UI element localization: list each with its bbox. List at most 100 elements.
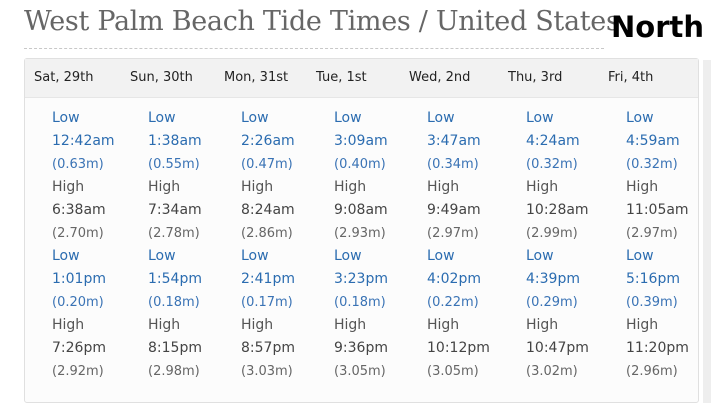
tide-height: (2.98m) <box>148 364 200 379</box>
tide-type: Low <box>334 110 362 126</box>
tide-height: (0.47m) <box>241 157 293 172</box>
day-header: Wed, 2nd <box>409 70 471 85</box>
tide-type: Low <box>148 248 176 264</box>
tide-height: (0.55m) <box>148 157 200 172</box>
tide-type: Low <box>626 110 654 126</box>
tide-time: 4:02pm <box>427 271 481 287</box>
tide-time: 9:36pm <box>334 340 388 356</box>
north-label: North <box>611 10 705 44</box>
tide-time: 8:57pm <box>241 340 295 356</box>
tide-type: High <box>626 317 659 333</box>
tide-height: (2.93m) <box>334 226 386 241</box>
tide-time: 9:49am <box>427 202 481 218</box>
day-column: Low 4:24am (0.32m) High 10:28am (2.99m) Low 4:3… <box>526 107 589 383</box>
tide-height: (0.18m) <box>334 295 386 310</box>
tide-height: (0.34m) <box>427 157 479 172</box>
tide-time: 8:24am <box>241 202 295 218</box>
tide-height: (2.70m) <box>52 226 104 241</box>
day-header: Fri, 4th <box>608 70 654 85</box>
tide-time: 7:26pm <box>52 340 106 356</box>
tide-type: Low <box>148 110 176 126</box>
tide-height: (0.18m) <box>148 295 200 310</box>
tide-height: (2.97m) <box>626 226 678 241</box>
tide-time: 8:15pm <box>148 340 202 356</box>
tide-time: 3:47am <box>427 133 481 149</box>
tide-height: (2.97m) <box>427 226 479 241</box>
tide-time: 1:38am <box>148 133 202 149</box>
tide-time: 1:54pm <box>148 271 202 287</box>
tide-time: 2:41pm <box>241 271 295 287</box>
tide-time: 4:59am <box>626 133 680 149</box>
tide-type: High <box>148 179 181 195</box>
tide-type: High <box>626 179 659 195</box>
tide-height: (0.29m) <box>526 295 578 310</box>
day-column: Low 2:26am (0.47m) High 8:24am (2.86m) Low 2:41… <box>241 107 295 383</box>
day-column: Low 3:47am (0.34m) High 9:49am (2.97m) Low 4:02… <box>427 107 490 383</box>
tide-type: Low <box>427 248 455 264</box>
day-column: Low 4:59am (0.32m) High 11:05am (2.97m) Low 5:1… <box>626 107 689 383</box>
tide-time: 2:26am <box>241 133 295 149</box>
tide-type: Low <box>427 110 455 126</box>
tide-type: Low <box>52 110 80 126</box>
day-header: Sat, 29th <box>34 70 94 85</box>
title-divider <box>24 48 604 49</box>
scrollbar[interactable] <box>703 60 711 403</box>
tide-type: High <box>334 179 367 195</box>
tide-type: High <box>334 317 367 333</box>
tide-type: High <box>526 179 559 195</box>
tide-height: (0.32m) <box>526 157 578 172</box>
tide-type: Low <box>241 248 269 264</box>
tide-height: (3.05m) <box>427 364 479 379</box>
tide-height: (0.63m) <box>52 157 104 172</box>
tide-time: 11:05am <box>626 202 689 218</box>
day-column: Low 3:09am (0.40m) High 9:08am (2.93m) Low 3:23… <box>334 107 388 383</box>
page-title: West Palm Beach Tide Times / United Stat… <box>24 6 620 37</box>
day-header: Tue, 1st <box>316 70 367 85</box>
tide-time: 1:01pm <box>52 271 106 287</box>
tide-height: (3.05m) <box>334 364 386 379</box>
tide-time: 4:24am <box>526 133 580 149</box>
day-header: Thu, 3rd <box>508 70 563 85</box>
tide-type: High <box>241 317 274 333</box>
tide-time: 6:38am <box>52 202 106 218</box>
tide-table: Sat, 29th Sun, 30th Mon, 31st Tue, 1st Wed, … <box>24 58 699 403</box>
tide-time: 10:28am <box>526 202 589 218</box>
tide-height: (2.92m) <box>52 364 104 379</box>
tide-type: Low <box>241 110 269 126</box>
tide-type: High <box>241 179 274 195</box>
tide-time: 9:08am <box>334 202 388 218</box>
tide-time: 11:20pm <box>626 340 689 356</box>
day-column: Low 1:38am (0.55m) High 7:34am (2.78m) Low 1:54… <box>148 107 202 383</box>
tide-time: 3:23pm <box>334 271 388 287</box>
tide-height: (2.86m) <box>241 226 293 241</box>
tide-time: 10:47pm <box>526 340 589 356</box>
day-header: Mon, 31st <box>224 70 289 85</box>
tide-height: (0.20m) <box>52 295 104 310</box>
tide-time: 4:39pm <box>526 271 580 287</box>
tide-type: High <box>526 317 559 333</box>
tide-type: High <box>427 317 460 333</box>
tide-type: High <box>427 179 460 195</box>
tide-height: (2.78m) <box>148 226 200 241</box>
tide-height: (0.22m) <box>427 295 479 310</box>
day-header-row: Sat, 29th Sun, 30th Mon, 31st Tue, 1st Wed, … <box>25 59 698 98</box>
tide-height: (3.03m) <box>241 364 293 379</box>
tide-time: 5:16pm <box>626 271 680 287</box>
tide-type: Low <box>626 248 654 264</box>
tide-type: Low <box>52 248 80 264</box>
tide-time: 3:09am <box>334 133 388 149</box>
tide-height: (0.39m) <box>626 295 678 310</box>
tide-type: Low <box>526 248 554 264</box>
tide-height: (0.40m) <box>334 157 386 172</box>
day-column: Low 12:42am (0.63m) High 6:38am (2.70m) Low 1:0… <box>52 107 115 383</box>
tide-type: Low <box>334 248 362 264</box>
tide-height: (2.96m) <box>626 364 678 379</box>
tide-type: High <box>52 179 85 195</box>
tide-height: (3.02m) <box>526 364 578 379</box>
tide-time: 10:12pm <box>427 340 490 356</box>
tide-type: Low <box>526 110 554 126</box>
tide-time: 7:34am <box>148 202 202 218</box>
day-header: Sun, 30th <box>130 70 193 85</box>
tide-time: 12:42am <box>52 133 115 149</box>
tide-type: High <box>148 317 181 333</box>
